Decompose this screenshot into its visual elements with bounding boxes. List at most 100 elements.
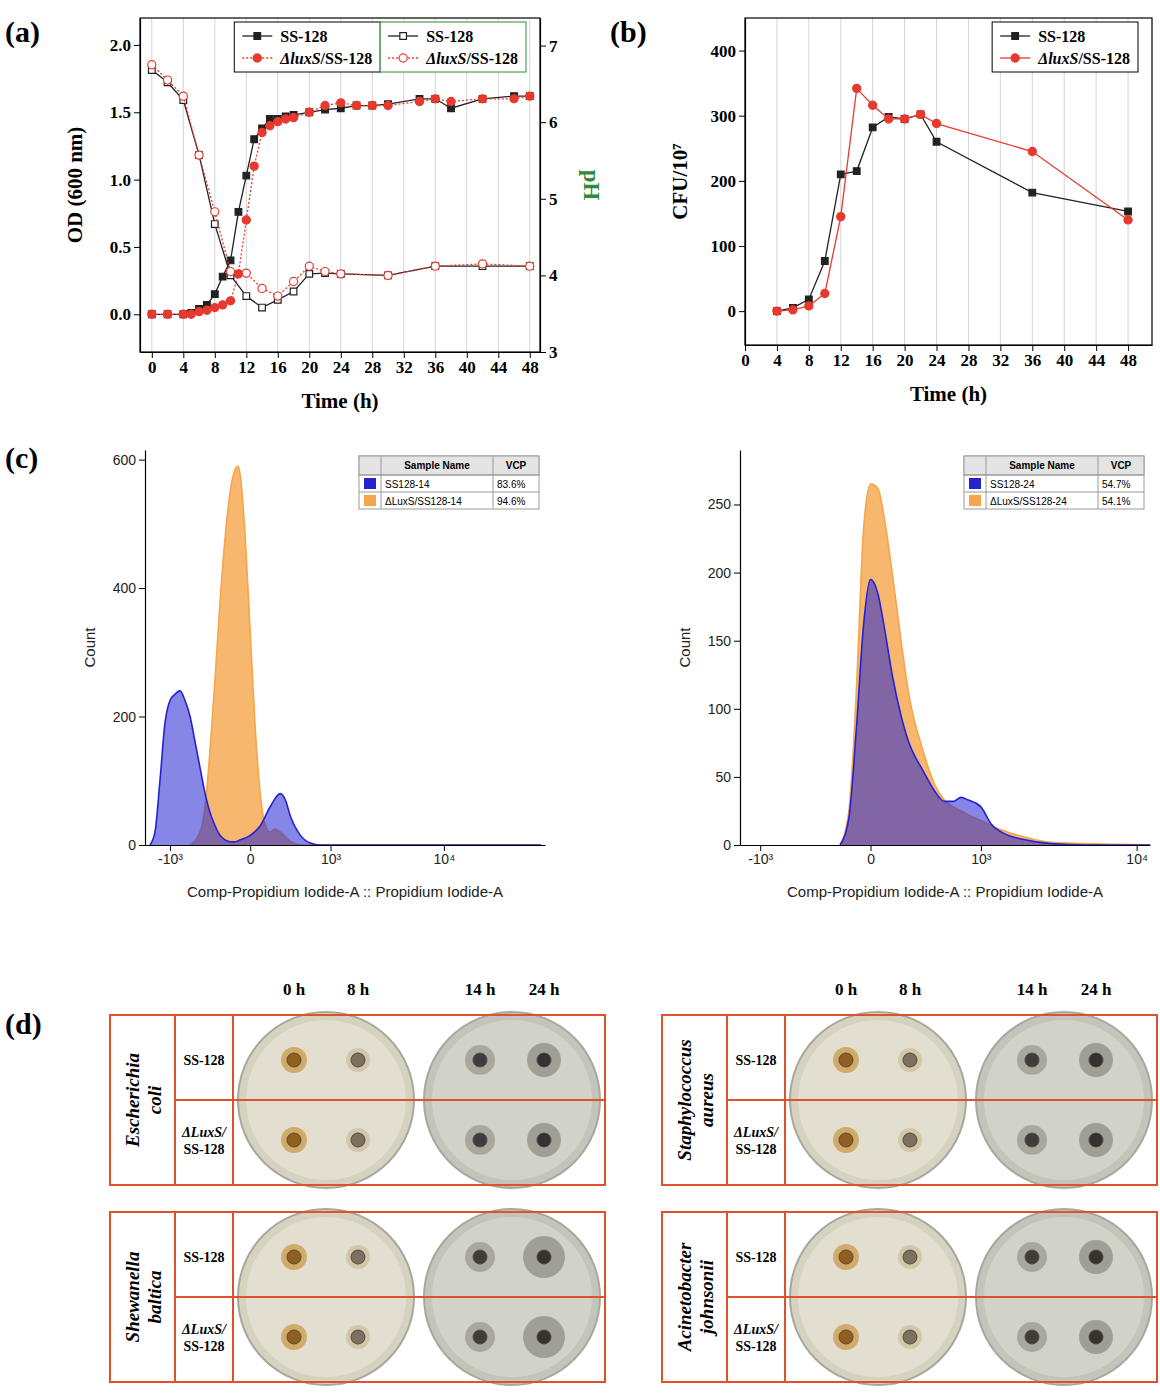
halo [281, 1324, 307, 1350]
strain-label: ΔLuxS/SS-128 [733, 1322, 779, 1354]
legend-header: VCP [506, 460, 527, 471]
tick: 400 [711, 42, 746, 61]
data-point [306, 271, 313, 278]
axis-line [145, 451, 146, 846]
histogram-line [840, 484, 1150, 845]
tick-mark [739, 181, 745, 182]
block-rule [784, 1212, 786, 1382]
data-point [258, 284, 266, 292]
data-point [305, 108, 313, 116]
tick-mark [134, 180, 140, 181]
time-label: 8 h [347, 980, 370, 999]
tick-label: 24 [333, 358, 351, 377]
halo [833, 1244, 859, 1270]
data [840, 484, 1150, 845]
tick-label: -10³ [158, 851, 183, 867]
legend-swatch [364, 478, 376, 489]
tick: 0 [728, 302, 746, 321]
halo [898, 1048, 922, 1072]
axis-line [740, 451, 741, 846]
data-point [195, 308, 203, 316]
panel-label: (d) [5, 1007, 42, 1041]
data-point [289, 277, 297, 285]
tick-mark [139, 588, 145, 589]
grid-line [904, 18, 905, 345]
legend-rule [986, 456, 987, 509]
data-point [195, 151, 203, 159]
tick-label: -10³ [748, 851, 773, 867]
data-point [211, 221, 218, 228]
halo [281, 1047, 307, 1073]
block-rule [232, 1212, 234, 1382]
tick-label: 40 [459, 358, 476, 377]
strain-label: SS-128 [183, 1250, 224, 1265]
series-line [152, 96, 530, 314]
legend-label: ΔluxS/SS-128 [279, 50, 372, 67]
tick-label: 250 [708, 496, 732, 512]
legend-box: SS-128ΔluxS/SS-128 [992, 22, 1138, 72]
data-point [196, 152, 203, 159]
data-point [219, 273, 226, 280]
legend-header-bg [964, 456, 1144, 475]
legend-label: ΔluxS/SS-128 [425, 50, 518, 67]
data-point [917, 111, 924, 118]
data-point [259, 304, 266, 311]
data-point [282, 115, 290, 123]
plate-block: ShewanellabalticaSS-128ΔLuxS/SS-128 [110, 1209, 605, 1385]
tick-label: 3 [549, 343, 558, 362]
tick-label: 200 [113, 709, 137, 725]
data-point [869, 124, 876, 131]
histogram-area [840, 484, 1150, 845]
tick: 48 [1120, 345, 1137, 370]
tick: 24 [333, 352, 351, 377]
halo [898, 1128, 922, 1152]
tick: 600 [113, 452, 145, 468]
well [537, 1133, 551, 1147]
plate-block: EscherichiacoliSS-128ΔLuxS/SS-128 [110, 1012, 605, 1188]
tick-label: 50 [715, 769, 731, 785]
legend-swatch [969, 478, 981, 489]
block-frame [110, 1212, 605, 1382]
text-part: ΔLuxS/ [181, 1322, 227, 1337]
axis-line [741, 845, 1151, 846]
well [1025, 1330, 1039, 1344]
well [473, 1330, 487, 1344]
tick: 44 [1088, 345, 1106, 370]
tick-mark [734, 709, 740, 710]
tick-mark [540, 275, 546, 276]
tick-mark [540, 122, 546, 123]
series-line [152, 65, 530, 296]
block-rule [726, 1015, 728, 1185]
tick-label: 28 [364, 358, 381, 377]
tick-label: 600 [113, 452, 137, 468]
grid-line [968, 18, 969, 345]
halo [527, 1043, 561, 1077]
data [148, 61, 534, 319]
well [287, 1133, 301, 1147]
tick: 100 [708, 701, 740, 717]
halo [1079, 1123, 1113, 1157]
text-part: ΔLuxS/ [181, 1125, 227, 1140]
text-part: Escherichia [122, 1053, 143, 1148]
tick: 12 [833, 345, 850, 370]
tick: 40 [1056, 345, 1073, 370]
tick: 150 [708, 633, 740, 649]
tick-mark [734, 504, 740, 505]
tick-mark [134, 247, 140, 248]
data-point [431, 95, 439, 103]
legend-value: 94.6% [497, 496, 525, 507]
data-point [479, 95, 486, 102]
legend-value: 54.7% [1102, 479, 1130, 490]
tick-mark [139, 845, 145, 846]
well [351, 1133, 365, 1147]
tick-label: 32 [396, 358, 413, 377]
data-point [251, 136, 258, 143]
x-axis-title: Time (h) [910, 382, 987, 406]
tick-label: 32 [992, 351, 1009, 370]
well [351, 1250, 365, 1264]
text-part: Staphylococcus [674, 1039, 695, 1160]
data-point [148, 310, 156, 318]
tick: 28 [364, 352, 381, 377]
legend-rule [359, 492, 539, 493]
well [537, 1053, 551, 1067]
